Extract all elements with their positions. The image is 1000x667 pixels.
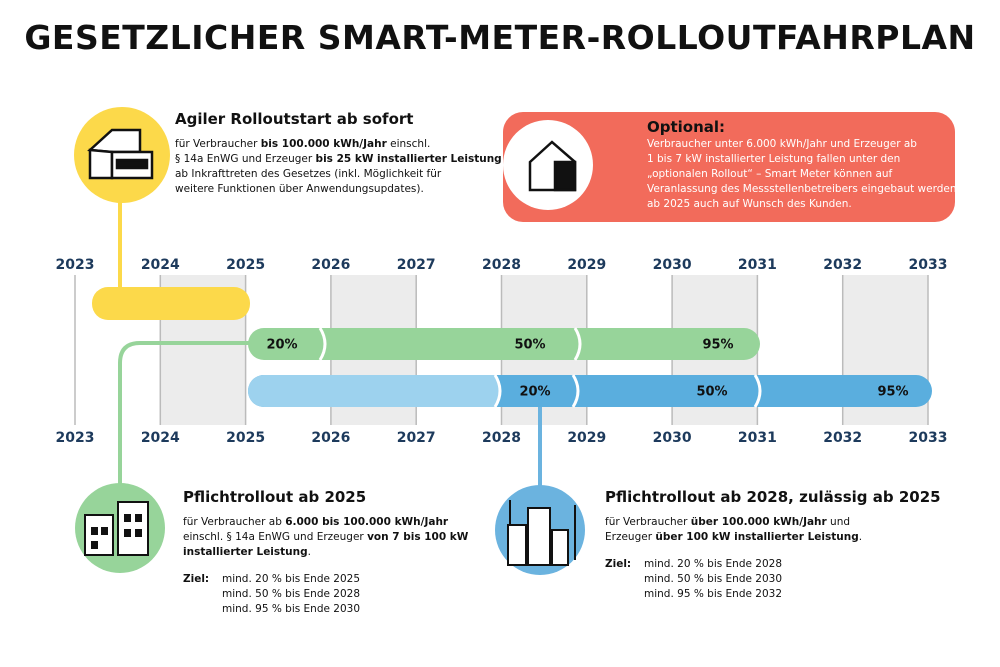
bar-yellow <box>92 287 250 320</box>
bar-labels: 20% 50% 95% 20% 50% 95% <box>266 338 908 400</box>
goals: mind. 20 % bis Ende 2028 mind. 50 % bis E… <box>644 558 783 600</box>
year-label: 2026 <box>311 430 350 446</box>
separator <box>493 374 762 408</box>
bar-green <box>248 328 760 360</box>
city-icon <box>507 500 576 566</box>
year-label: 2031 <box>738 257 777 273</box>
year-label: 2024 <box>141 257 180 273</box>
year-label: 2032 <box>823 430 862 446</box>
year-label: 2025 <box>226 430 265 446</box>
bar-label: 95% <box>877 385 908 400</box>
year-label: 2033 <box>909 257 948 273</box>
bar-label: 20% <box>519 385 550 400</box>
bar-label: 50% <box>696 385 727 400</box>
year-label: 2028 <box>482 257 521 273</box>
building-icon <box>84 501 149 556</box>
bar-label: 20% <box>266 338 297 353</box>
agile-text: für Verbraucher bis 100.000 kWh/Jahr ein… <box>175 138 502 195</box>
pflicht2028-title: Pflichtrollout ab 2028, zulässig ab 2025 <box>605 488 941 506</box>
year-label: 2033 <box>909 430 948 446</box>
pflicht2025-text: für Verbraucher ab 6.000 bis 100.000 kWh… <box>183 516 469 558</box>
year-label: 2027 <box>397 257 436 273</box>
year-label: 2031 <box>738 430 777 446</box>
pflicht2028-text: für Verbraucher über 100.000 kWh/Jahr un… <box>605 516 863 543</box>
bar-label: 50% <box>514 338 545 353</box>
pflicht2025-title: Pflichtrollout ab 2025 <box>183 488 367 506</box>
house-icon <box>528 140 577 192</box>
year-label: 2023 <box>56 257 95 273</box>
optional-box <box>503 112 955 222</box>
separator <box>318 327 582 361</box>
connector <box>118 341 250 490</box>
year-label: 2023 <box>56 430 95 446</box>
agile-title: Agiler Rolloutstart ab sofort <box>175 110 414 128</box>
year-label: 2032 <box>823 257 862 273</box>
year-label: 2029 <box>567 257 606 273</box>
year-label: 2030 <box>653 257 692 273</box>
house-icon <box>87 128 154 180</box>
goal-label: Ziel: <box>183 573 210 585</box>
year-label: 2024 <box>141 430 180 446</box>
year-label: 2025 <box>226 257 265 273</box>
optional-text: Verbraucher unter 6.000 kWh/Jahr und Erz… <box>647 138 960 210</box>
bar-label: 95% <box>702 338 733 353</box>
year-label: 2030 <box>653 430 692 446</box>
optional-title: Optional: <box>647 118 726 136</box>
year-label: 2029 <box>567 430 606 446</box>
goals: mind. 20 % bis Ende 2025 mind. 50 % bis E… <box>222 573 361 615</box>
title: GESETZLICHER SMART-METER-ROLLOUTFAHRPLAN <box>24 18 976 57</box>
bar-blue-light <box>248 375 500 407</box>
year-label: 2028 <box>482 430 521 446</box>
year-label: 2027 <box>397 430 436 446</box>
goal-label: Ziel: <box>605 558 632 570</box>
year-label: 2026 <box>311 257 350 273</box>
